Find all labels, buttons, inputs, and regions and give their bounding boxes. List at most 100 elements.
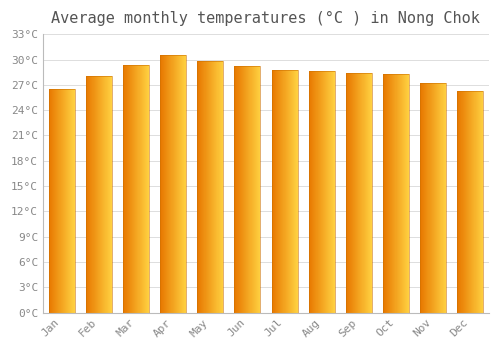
Bar — [399, 74, 400, 313]
Bar — [355, 73, 356, 313]
Bar — [254, 66, 255, 313]
Bar — [326, 71, 327, 313]
Bar — [207, 61, 208, 313]
Bar — [168, 55, 169, 313]
Bar — [250, 66, 251, 313]
Bar — [205, 61, 206, 313]
Bar — [145, 65, 146, 313]
Bar — [361, 73, 362, 313]
Bar — [236, 66, 237, 313]
Bar — [346, 73, 372, 313]
Bar — [439, 83, 440, 313]
Bar — [368, 73, 369, 313]
Bar — [322, 71, 323, 313]
Bar — [241, 66, 242, 313]
Bar — [420, 83, 422, 313]
Bar — [86, 76, 112, 313]
Bar — [363, 73, 364, 313]
Bar — [397, 74, 398, 313]
Bar — [244, 66, 245, 313]
Bar — [248, 66, 249, 313]
Bar — [92, 76, 93, 313]
Bar — [462, 91, 463, 313]
Bar — [142, 65, 143, 313]
Bar — [383, 74, 409, 313]
Bar — [201, 61, 202, 313]
Bar — [256, 66, 257, 313]
Bar — [238, 66, 239, 313]
Bar — [210, 61, 212, 313]
Bar — [220, 61, 221, 313]
Bar — [408, 74, 409, 313]
Bar — [366, 73, 367, 313]
Bar — [251, 66, 252, 313]
Bar — [217, 61, 218, 313]
Title: Average monthly temperatures (°C ) in Nong Chok: Average monthly temperatures (°C ) in No… — [52, 11, 480, 26]
Bar — [316, 71, 317, 313]
Bar — [310, 71, 311, 313]
Bar — [105, 76, 106, 313]
Bar — [182, 55, 183, 313]
Bar — [204, 61, 205, 313]
Bar — [66, 89, 67, 313]
Bar — [384, 74, 385, 313]
Bar — [73, 89, 74, 313]
Bar — [475, 91, 476, 313]
Bar — [62, 89, 63, 313]
Bar — [237, 66, 238, 313]
Bar — [390, 74, 391, 313]
Bar — [388, 74, 390, 313]
Bar — [365, 73, 366, 313]
Bar — [164, 55, 165, 313]
Bar — [458, 91, 483, 313]
Bar — [294, 70, 295, 313]
Bar — [426, 83, 427, 313]
Bar — [442, 83, 443, 313]
Bar — [440, 83, 441, 313]
Bar — [369, 73, 370, 313]
Bar — [385, 74, 386, 313]
Bar — [57, 89, 58, 313]
Bar — [167, 55, 168, 313]
Bar — [68, 89, 69, 313]
Bar — [176, 55, 178, 313]
Bar — [445, 83, 446, 313]
Bar — [315, 71, 316, 313]
Bar — [288, 70, 290, 313]
Bar — [69, 89, 70, 313]
Bar — [324, 71, 325, 313]
Bar — [329, 71, 330, 313]
Bar — [272, 70, 273, 313]
Bar — [214, 61, 215, 313]
Bar — [147, 65, 148, 313]
Bar — [246, 66, 247, 313]
Bar — [178, 55, 179, 313]
Bar — [137, 65, 138, 313]
Bar — [470, 91, 471, 313]
Bar — [211, 61, 212, 313]
Bar — [383, 74, 384, 313]
Bar — [422, 83, 424, 313]
Bar — [350, 73, 351, 313]
Bar — [235, 66, 236, 313]
Bar — [387, 74, 388, 313]
Bar — [165, 55, 166, 313]
Bar — [436, 83, 437, 313]
Bar — [95, 76, 96, 313]
Bar — [352, 73, 353, 313]
Bar — [277, 70, 278, 313]
Bar — [308, 71, 334, 313]
Bar — [109, 76, 110, 313]
Bar — [222, 61, 224, 313]
Bar — [91, 76, 92, 313]
Bar — [86, 76, 88, 313]
Bar — [243, 66, 244, 313]
Bar — [209, 61, 210, 313]
Bar — [465, 91, 466, 313]
Bar — [136, 65, 137, 313]
Bar — [293, 70, 294, 313]
Bar — [249, 66, 250, 313]
Bar — [480, 91, 482, 313]
Bar — [247, 66, 248, 313]
Bar — [351, 73, 352, 313]
